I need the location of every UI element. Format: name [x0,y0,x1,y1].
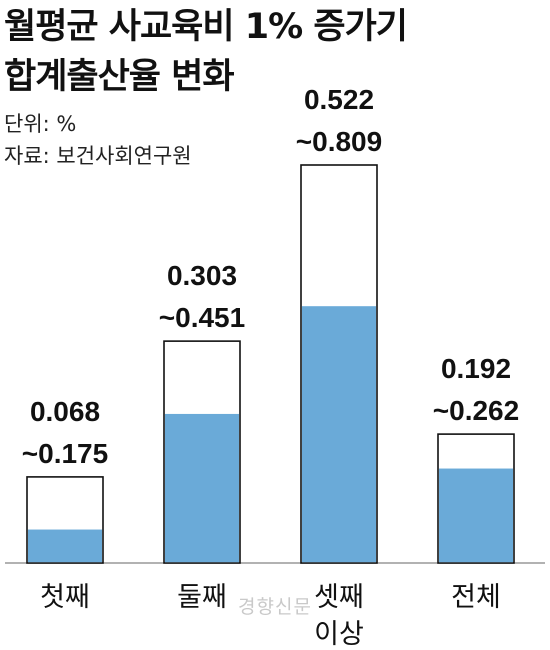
bar-lower-4 [439,468,513,563]
data-label-1-2: ~0.175 [22,438,108,469]
bar-lower-2 [165,413,239,563]
category-label-1-1: 첫째 [40,582,90,613]
watermark: 경향신문 [238,596,312,618]
category-label-2-1: 둘째 [177,582,227,613]
category-label-4-1: 전체 [451,582,501,613]
data-label-2-1: 0.303 [167,260,237,291]
data-label-2-2: ~0.451 [159,302,245,333]
data-label-3-2: ~0.809 [296,126,382,157]
chart-title-line-1: 월평균 사교육비 1% 증가기 [4,7,408,47]
data-label-1-1: 0.068 [30,396,100,427]
category-label-3-2: 이상 [314,619,364,650]
category-label-3-1: 셋째 [314,582,364,613]
data-label-4-1: 0.192 [441,353,511,384]
bar-lower-3 [302,306,376,563]
source-label: 자료: 보건사회연구원 [4,144,192,168]
chart-title: 월평균 사교육비 1% 증가기 합계출산율 변화 [4,2,408,102]
chart-meta: 단위: % 자료: 보건사회연구원 [4,108,192,172]
unit-label: 단위: % [4,112,77,136]
bar-lower-1 [28,529,102,563]
data-label-4-2: ~0.262 [433,395,519,426]
data-label-3-1: 0.522 [304,84,374,115]
chart-title-line-2: 합계출산율 변화 [4,57,235,97]
